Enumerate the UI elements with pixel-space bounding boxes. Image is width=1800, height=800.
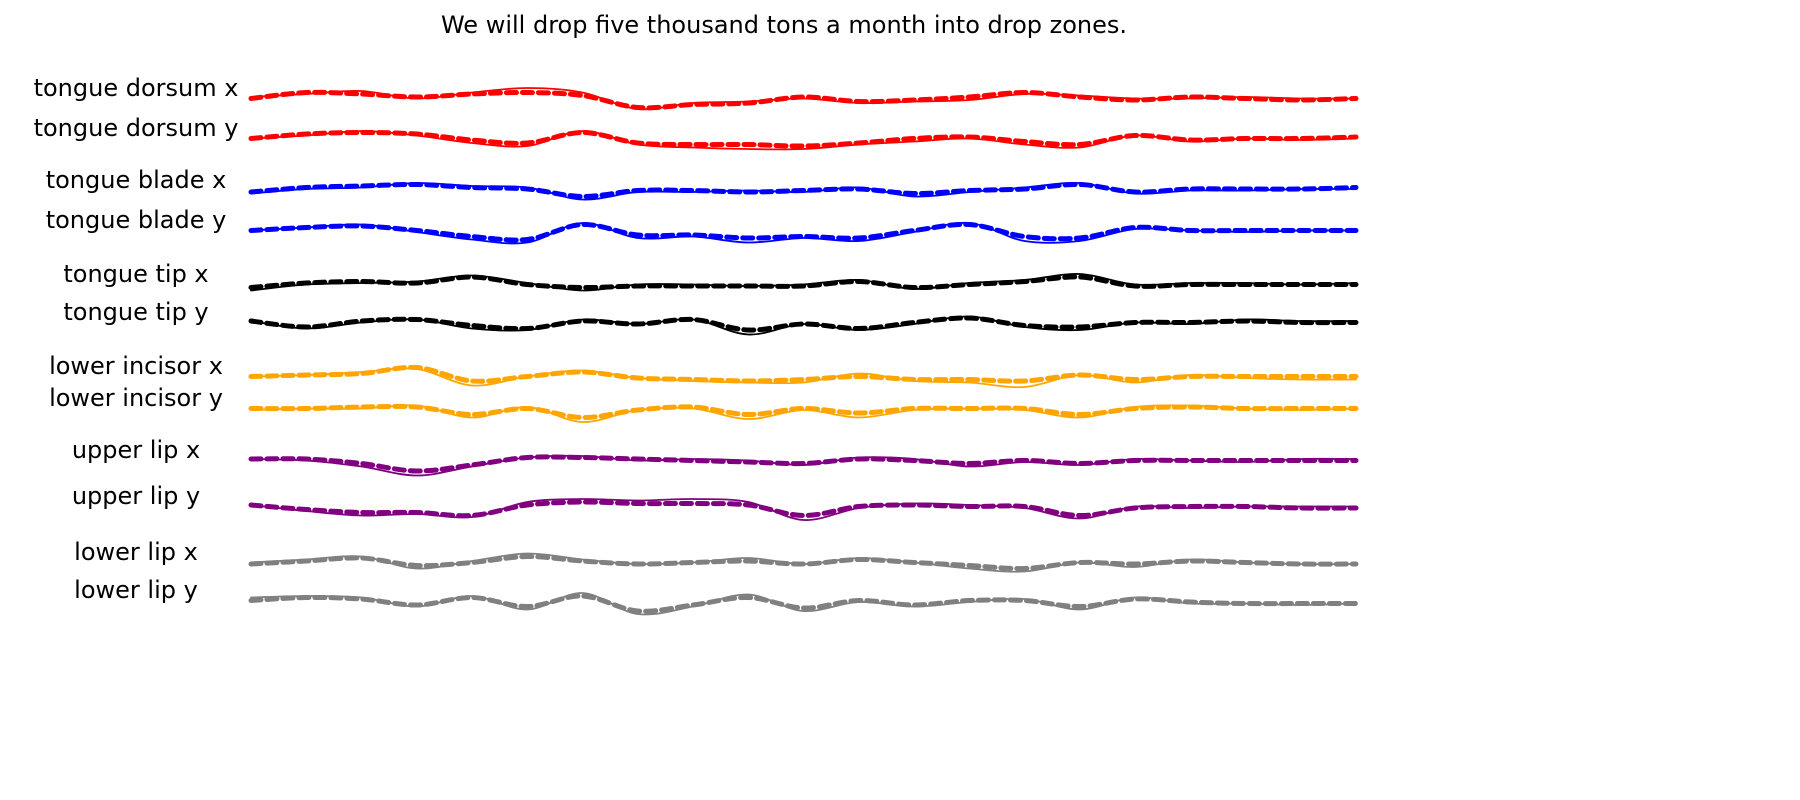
track-upper-lip-x: upper lip x bbox=[72, 436, 1359, 477]
track-label: lower incisor y bbox=[49, 384, 223, 412]
actual-trace bbox=[248, 553, 1359, 572]
actual-trace bbox=[248, 315, 1359, 333]
track-tongue-tip-x: tongue tip x bbox=[63, 260, 1359, 292]
track-tongue-blade-y: tongue blade y bbox=[46, 206, 1359, 245]
track-label: lower incisor x bbox=[49, 352, 223, 380]
track-tongue-tip-y: tongue tip y bbox=[63, 298, 1359, 336]
track-label: tongue tip x bbox=[63, 260, 208, 288]
track-tongue-blade-x: tongue blade x bbox=[46, 166, 1359, 201]
track-tongue-dorsum-y: tongue dorsum y bbox=[34, 114, 1359, 151]
actual-trace bbox=[248, 454, 1359, 474]
track-lower-incisor-y: lower incisor y bbox=[49, 384, 1359, 423]
actual-trace bbox=[248, 130, 1359, 149]
actual-trace bbox=[248, 499, 1359, 519]
track-label: tongue dorsum y bbox=[34, 114, 239, 142]
track-lower-lip-y: lower lip y bbox=[74, 576, 1359, 616]
track-label: tongue blade x bbox=[46, 166, 227, 194]
actual-trace bbox=[248, 221, 1359, 243]
actual-trace bbox=[248, 403, 1359, 421]
actual-trace bbox=[248, 274, 1359, 291]
track-label: upper lip x bbox=[72, 436, 200, 464]
track-label: lower lip y bbox=[74, 576, 198, 604]
actual-trace bbox=[248, 593, 1359, 614]
track-label: tongue tip y bbox=[63, 298, 208, 326]
track-label: upper lip y bbox=[72, 482, 200, 510]
track-lower-incisor-x: lower incisor x bbox=[49, 352, 1359, 389]
track-label: tongue dorsum x bbox=[34, 74, 239, 102]
track-label: tongue blade y bbox=[46, 206, 227, 234]
track-lower-lip-x: lower lip x bbox=[74, 538, 1359, 573]
track-label: lower lip x bbox=[74, 538, 198, 566]
actual-trace bbox=[248, 89, 1359, 111]
chart-title: We will drop five thousand tons a month … bbox=[441, 11, 1127, 39]
track-tongue-dorsum-x: tongue dorsum x bbox=[34, 74, 1359, 111]
tracks-layer: tongue dorsum x tongue dorsum y tongue bla… bbox=[34, 74, 1359, 616]
track-upper-lip-y: upper lip y bbox=[72, 482, 1359, 521]
actual-trace bbox=[248, 181, 1359, 200]
actual-trace bbox=[248, 364, 1359, 384]
